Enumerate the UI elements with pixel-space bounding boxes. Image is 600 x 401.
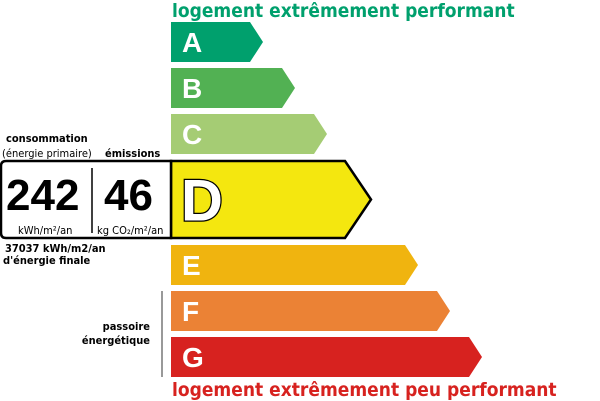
values-box [0, 159, 173, 240]
class-bar-b [171, 68, 295, 108]
class-bar-f [171, 291, 450, 331]
class-bar-e [171, 245, 418, 285]
class-bar-g [171, 337, 482, 377]
class-letter-g: G [182, 342, 204, 373]
consumption-sublabel: (énergie primaire) [2, 147, 92, 160]
class-letter-a: A [182, 27, 202, 58]
class-bar-a [171, 22, 263, 62]
consumption-unit: kWh/m²/an [18, 224, 72, 237]
emissions-value: 46 [104, 171, 153, 220]
header-top: logement extrêmement performant [172, 0, 515, 22]
passoire-line2: énergétique [82, 334, 150, 347]
consumption-value: 242 [6, 171, 79, 220]
passoire-line1: passoire [103, 320, 151, 333]
consumption-label: consommation [6, 132, 88, 145]
header-bottom: logement extrêmement peu performant [172, 379, 557, 401]
class-letter-e: E [182, 250, 201, 281]
class-letter-b: B [182, 73, 202, 104]
emissions-unit: kg CO₂/m²/an [97, 224, 163, 237]
class-bar-c [171, 114, 327, 154]
final-energy-label: d'énergie finale [3, 254, 91, 267]
class-letter-d: D [181, 169, 223, 234]
class-letter-c: C [182, 119, 202, 150]
emissions-label: émissions [105, 147, 160, 160]
final-energy-value: 37037 kWh/m2/an [5, 242, 106, 255]
class-letter-f: F [182, 296, 199, 327]
